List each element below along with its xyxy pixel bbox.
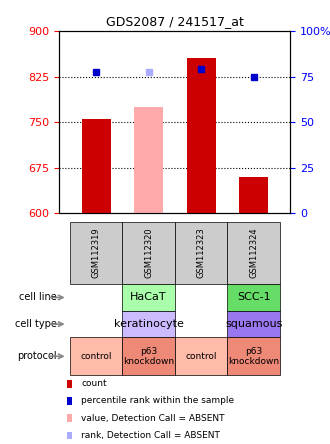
Text: HaCaT: HaCaT	[130, 293, 167, 302]
Bar	[227, 311, 280, 337]
Bar	[227, 337, 280, 375]
Text: keratinocyte: keratinocyte	[114, 319, 183, 329]
Text: control: control	[185, 352, 217, 361]
Text: percentile rank within the sample: percentile rank within the sample	[81, 396, 234, 405]
Bar	[122, 284, 175, 311]
Bar	[122, 337, 175, 375]
Text: GSM112320: GSM112320	[144, 228, 153, 278]
Bar	[227, 222, 280, 284]
Bar	[67, 414, 72, 422]
Title: GDS2087 / 241517_at: GDS2087 / 241517_at	[106, 16, 244, 28]
Text: p63
knockdown: p63 knockdown	[228, 347, 279, 366]
Text: p63
knockdown: p63 knockdown	[123, 347, 174, 366]
Bar	[67, 432, 72, 439]
Bar	[82, 119, 111, 213]
Text: GSM112319: GSM112319	[92, 228, 101, 278]
Text: GSM112324: GSM112324	[249, 228, 258, 278]
Bar	[67, 380, 72, 388]
Text: GSM112323: GSM112323	[197, 228, 206, 278]
Bar	[187, 58, 215, 213]
Text: control: control	[81, 352, 112, 361]
Bar	[67, 397, 72, 405]
Text: rank, Detection Call = ABSENT: rank, Detection Call = ABSENT	[81, 431, 220, 440]
Text: value, Detection Call = ABSENT: value, Detection Call = ABSENT	[81, 414, 225, 423]
Bar	[175, 222, 227, 284]
Bar	[227, 284, 280, 311]
Text: SCC-1: SCC-1	[237, 293, 271, 302]
Text: protocol: protocol	[17, 351, 57, 361]
Text: squamous: squamous	[225, 319, 282, 329]
Bar	[122, 222, 175, 284]
Bar	[239, 177, 268, 213]
Text: cell line: cell line	[19, 293, 57, 302]
Bar	[134, 107, 163, 213]
Text: cell type: cell type	[15, 319, 57, 329]
Text: count: count	[81, 379, 107, 388]
Bar	[70, 337, 122, 375]
Bar	[175, 337, 227, 375]
Bar	[70, 222, 122, 284]
Bar	[122, 311, 175, 337]
